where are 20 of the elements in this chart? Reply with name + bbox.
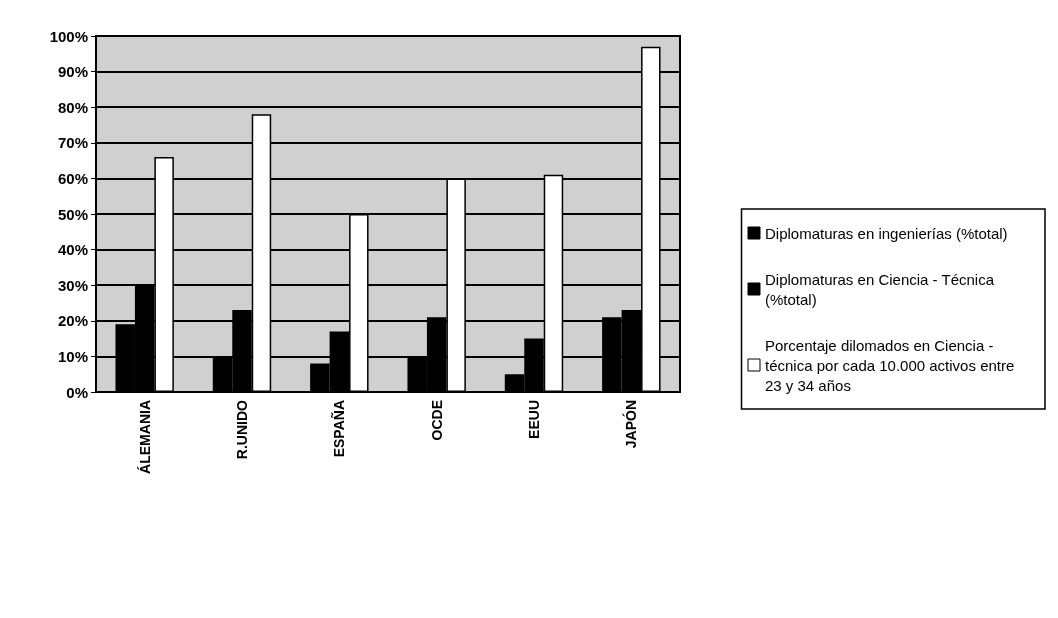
x-tick-label: EEUU bbox=[526, 400, 542, 439]
legend-label: Diplomaturas en Ciencia - Técnica (%total) bbox=[765, 270, 999, 308]
y-tick-label: 30% bbox=[57, 276, 88, 294]
y-tick-label: 60% bbox=[57, 169, 88, 187]
x-tick-label: JAPÓN bbox=[622, 400, 640, 449]
x-tick-label: OCDE bbox=[428, 400, 445, 441]
y-tick-label: 100% bbox=[49, 27, 88, 45]
legend-label: Diplomaturas en ingenierías (%total) bbox=[765, 224, 1008, 242]
y-tick-label: 50% bbox=[57, 205, 88, 223]
y-tick-label: 70% bbox=[57, 134, 88, 152]
y-tick-label: 90% bbox=[57, 63, 88, 81]
x-tick-label: ÁLEMANIA bbox=[136, 400, 153, 474]
y-tick-label: 0% bbox=[66, 383, 88, 401]
y-tick-label: 40% bbox=[57, 241, 88, 259]
x-tick-label: R.UNIDO bbox=[234, 399, 250, 460]
y-tick-label: 80% bbox=[57, 98, 88, 116]
y-tick-label: 20% bbox=[57, 312, 88, 330]
legend-label: Porcentaje dilomados en Ciencia - técnica por cada 10.000 activos entre 23 y 34 años bbox=[765, 336, 1019, 394]
y-tick-label: 10% bbox=[57, 347, 88, 365]
x-tick-label: ESPAÑA bbox=[330, 400, 348, 458]
